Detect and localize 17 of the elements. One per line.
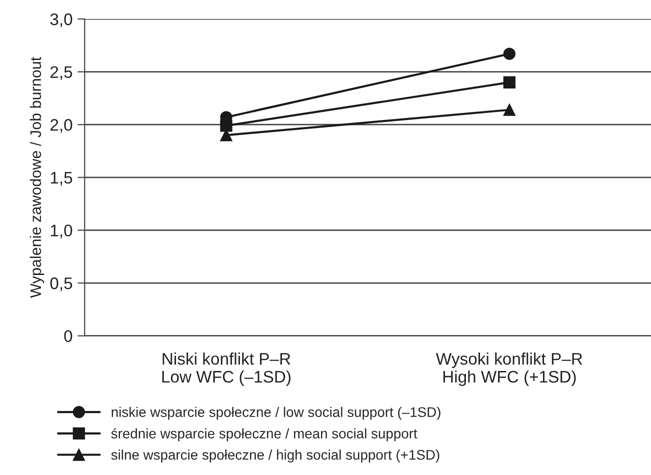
y-tick-label: 1,5 [50,172,72,186]
point [503,104,516,116]
legend-label: średnie wsparcie społeczne / mean social support [111,428,418,442]
y-tick-label: 3,0 [50,13,72,28]
x-tick-label: Niski konflikt P–R Low WFC (–1SD) [162,352,290,386]
y-tick-label: 2,5 [50,66,72,80]
y-tick-label: 0 [64,330,72,342]
y-tick-label: 1,0 [50,224,72,238]
x-tick-label: Wysoki konflikt P–R High WFC (+1SD) [436,352,582,386]
legend-label: silne wsparcie społeczne / high social support (+1SD) [111,450,440,462]
y-tick-label: 0,5 [50,277,72,292]
point [503,76,516,88]
point [220,120,232,132]
point [503,48,516,60]
y-axis-title: Wypalenie zawodowe / Job burnout [30,56,44,298]
legend-label: niskie wsparcie społeczne / low social support (–1SD) [112,406,440,420]
y-tick-label: 2,0 [50,119,72,133]
